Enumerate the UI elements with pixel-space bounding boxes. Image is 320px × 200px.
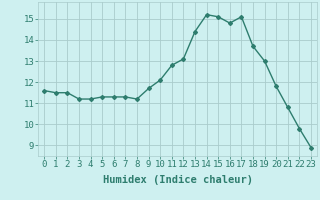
X-axis label: Humidex (Indice chaleur): Humidex (Indice chaleur): [103, 175, 252, 185]
